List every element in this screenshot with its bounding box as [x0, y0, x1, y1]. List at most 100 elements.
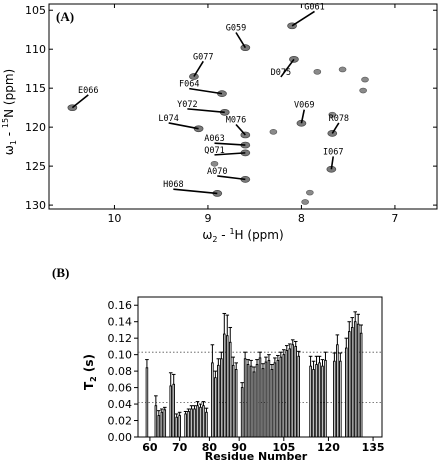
peak-label: L074	[158, 114, 178, 124]
bar	[199, 406, 202, 438]
peak-leader-line	[330, 156, 335, 170]
y-tick-label: 125	[25, 160, 46, 173]
peak-label: A063	[204, 134, 224, 144]
peak-leader-line	[187, 108, 225, 114]
bar	[312, 369, 315, 438]
peak-leader-line	[280, 58, 295, 78]
bar	[294, 345, 297, 438]
bar	[234, 369, 238, 438]
peak-label: G077	[193, 52, 213, 62]
bar	[288, 348, 292, 438]
bar	[255, 364, 259, 438]
bar	[270, 369, 274, 438]
y-tick-label: 120	[25, 121, 46, 134]
bar	[214, 377, 217, 438]
bar	[178, 415, 181, 438]
bar	[350, 327, 354, 438]
bar	[261, 368, 265, 438]
x-tick-label: 105	[272, 441, 295, 454]
peak-leader-line	[331, 122, 340, 134]
y-tick-label: 0.14	[108, 316, 133, 329]
peak-label: H068	[163, 180, 183, 190]
bar	[225, 335, 229, 438]
bar	[193, 408, 196, 438]
peak	[338, 66, 347, 73]
peak-label: Q071	[204, 146, 224, 156]
bar	[205, 411, 208, 438]
bar	[196, 405, 199, 438]
bar	[356, 323, 360, 438]
bar	[324, 359, 327, 438]
peak-label: D075	[271, 68, 291, 78]
peak-label: Y072	[177, 100, 197, 110]
bar	[264, 361, 268, 438]
plot-frame	[48, 3, 438, 210]
bar	[285, 350, 289, 438]
peak-leader-line	[217, 175, 246, 181]
peak	[301, 199, 309, 205]
peak	[306, 189, 314, 196]
bar	[273, 362, 277, 438]
bar	[163, 409, 167, 438]
bar	[333, 360, 336, 438]
peak-leader-line	[168, 122, 199, 130]
bar	[339, 360, 342, 438]
y-tick-label: 0.16	[108, 299, 133, 312]
y-tick-label: 0.02	[108, 415, 133, 428]
y-tick-label: 115	[25, 82, 46, 95]
peak-leader-line	[300, 109, 306, 124]
peak-label: E066	[78, 86, 98, 96]
peak-label: V069	[294, 101, 314, 111]
peak	[313, 69, 322, 75]
bar	[348, 331, 351, 438]
x-tick-label: 7	[391, 212, 398, 225]
bar	[243, 358, 247, 438]
bar	[223, 333, 226, 438]
x-tick-label: 8	[298, 212, 305, 225]
peak-label: F064	[179, 80, 199, 90]
peak-label: A070	[207, 167, 227, 177]
bar	[249, 365, 253, 438]
bar	[228, 341, 232, 438]
x-tick-label: 9	[204, 212, 211, 225]
peak	[328, 111, 337, 118]
bar	[231, 364, 235, 438]
bar	[145, 367, 149, 438]
peak-leader-line	[193, 60, 204, 77]
bar	[240, 387, 244, 438]
bar	[252, 371, 256, 438]
panel-b-t2-bar-chart: 0.00 0.02 0.04 0.06 0.08 0.10 0.12 0.14 0.16 60 70…	[52, 265, 385, 463]
peak-label: G061	[304, 2, 324, 12]
bar	[297, 355, 300, 438]
x-tick-label: 70	[172, 441, 188, 454]
bar	[258, 357, 262, 438]
peak	[269, 129, 278, 135]
bar	[246, 364, 250, 438]
bar	[202, 405, 205, 438]
y-axis-label: ω1 - 15N (ppm)	[1, 69, 18, 155]
x-axis-label: ω2 - 1H (ppm)	[202, 227, 283, 244]
peak-leader-line	[235, 32, 247, 49]
peak-leader-line	[214, 142, 246, 146]
y-tick-label: 0.10	[108, 349, 133, 362]
x-tick-label: 135	[362, 441, 385, 454]
y-tick-label: 130	[25, 199, 46, 212]
bar	[276, 359, 280, 438]
panel-label-a: (A)	[56, 9, 74, 24]
bar	[282, 354, 286, 438]
bar	[184, 413, 187, 438]
panel-label-b: (B)	[52, 265, 69, 280]
peak-leader-line	[71, 94, 89, 109]
y-tick-label: 0.06	[108, 382, 133, 395]
peak-leader-line	[291, 10, 315, 27]
x-tick-label: 120	[317, 441, 340, 454]
bar	[211, 362, 214, 438]
bar	[291, 344, 295, 438]
bar	[157, 415, 161, 438]
peak	[210, 160, 219, 167]
bar	[353, 321, 357, 438]
peak-leader-line	[189, 87, 223, 95]
bar	[175, 416, 178, 438]
bar	[309, 365, 312, 438]
